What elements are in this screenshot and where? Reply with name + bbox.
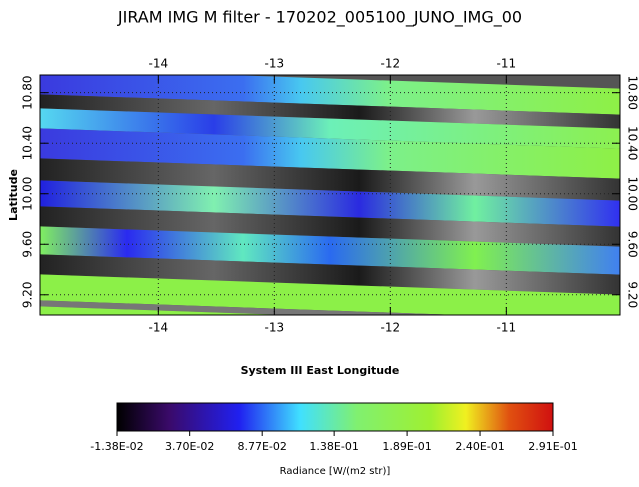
- x-tick-label: -14: [149, 321, 169, 335]
- x-tick-label-top: -11: [497, 57, 517, 71]
- band: [40, 226, 620, 275]
- colorbar-tick-label: 2.40E-01: [455, 440, 504, 453]
- y-tick-label: 9.60: [21, 231, 35, 258]
- y-tick-label: 10.80: [21, 76, 35, 110]
- x-tick-label-top: -14: [149, 57, 169, 71]
- band: [40, 108, 620, 149]
- colorbar-tick-label: 8.77E-02: [237, 440, 286, 453]
- band: [40, 94, 620, 129]
- y-tick-label-right: 10.40: [626, 126, 639, 160]
- band: [40, 128, 620, 179]
- colorbar-tick-label: -1.38E-02: [90, 440, 143, 453]
- y-tick-label-right: 9.60: [626, 231, 639, 258]
- colorbar-tick-label: 3.70E-02: [165, 440, 214, 453]
- y-tick-label: 9.20: [21, 281, 35, 308]
- y-tick-label: 10.40: [21, 126, 35, 160]
- x-tick-label: -11: [497, 321, 517, 335]
- plot-frame: [39, 74, 621, 316]
- chart-title: JIRAM IMG M filter - 170202_005100_JUNO_…: [117, 8, 522, 28]
- x-tick-label: -13: [265, 321, 285, 335]
- y-tick-label-right: 10.80: [626, 76, 639, 110]
- band: [40, 206, 620, 247]
- band: [40, 300, 620, 315]
- band: [40, 274, 620, 315]
- colorbar-tick-label: 1.89E-01: [382, 440, 431, 453]
- y-axis-label: Latitude: [7, 169, 20, 221]
- x-tick-label-top: -12: [381, 57, 401, 71]
- x-tick-label-top: -13: [265, 57, 285, 71]
- band: [40, 254, 620, 295]
- colorbar-tick-label: 2.91E-01: [528, 440, 577, 453]
- image-bands: [40, 75, 620, 315]
- x-axis-label: System III East Longitude: [241, 364, 400, 377]
- colorbar-label: Radiance [W/(m2 str)]: [280, 466, 391, 477]
- band: [40, 180, 620, 227]
- band: [40, 75, 620, 115]
- x-tick-label: -12: [381, 321, 401, 335]
- y-tick-label-right: 10.00: [626, 177, 639, 211]
- y-tick-label-right: 9.20: [626, 281, 639, 308]
- band: [40, 158, 620, 201]
- colorbar-tick-label: 1.38E-01: [309, 440, 358, 453]
- y-tick-label: 10.00: [21, 177, 35, 211]
- colorbar: [116, 402, 554, 432]
